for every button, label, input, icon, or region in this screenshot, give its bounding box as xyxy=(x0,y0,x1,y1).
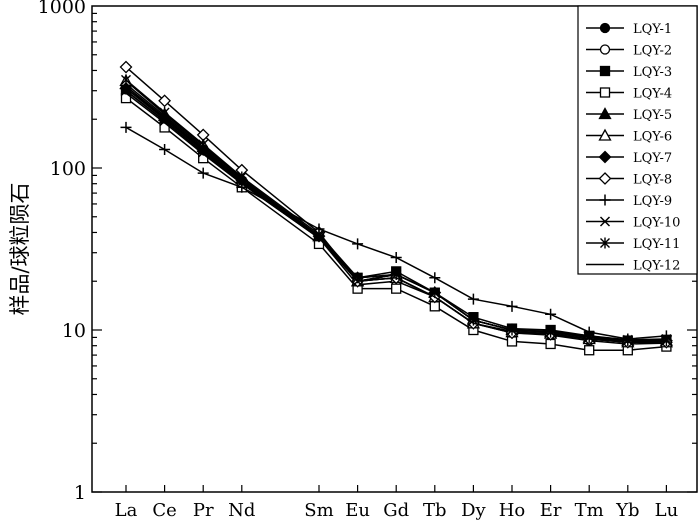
legend-entry: LQY-6 xyxy=(586,128,672,145)
data-point xyxy=(120,85,132,96)
data-point xyxy=(198,138,209,150)
data-point xyxy=(545,338,556,350)
x-tick-label-ce: Ce xyxy=(152,500,176,521)
data-point xyxy=(390,252,402,264)
legend-marker xyxy=(598,107,612,120)
y-tick-label: 10 xyxy=(62,320,86,342)
legend-label: LQY-9 xyxy=(633,194,672,209)
legend-marker xyxy=(599,22,611,34)
legend-entry: LQY-9 xyxy=(586,194,672,209)
legend-label: LQY-7 xyxy=(633,151,672,166)
legend-marker xyxy=(599,87,611,98)
data-point xyxy=(584,345,595,356)
legend-marker xyxy=(598,128,612,141)
x-tick-label-tb: Tb xyxy=(423,500,447,521)
x-tick-label-gd: Gd xyxy=(383,500,409,521)
series-line xyxy=(125,97,667,351)
legend-marker xyxy=(599,194,611,206)
series-line xyxy=(125,79,667,342)
legend-label: LQY-1 xyxy=(633,22,672,37)
legend-box xyxy=(577,5,698,275)
y-tick-label: 100 xyxy=(50,158,86,180)
legend-marker xyxy=(599,44,611,55)
x-tick-label-sm: Sm xyxy=(304,500,333,521)
legend-label: LQY-11 xyxy=(633,237,680,252)
data-point xyxy=(158,94,172,108)
series-layer xyxy=(119,60,673,356)
legend-entry: LQY-7 xyxy=(586,150,672,166)
legend-entry: LQY-3 xyxy=(586,65,672,80)
data-point xyxy=(507,324,517,336)
y-tick-label: 1000 xyxy=(38,0,86,18)
x-tick-label-eu: Eu xyxy=(345,500,370,521)
y-tick-label: 1 xyxy=(74,482,86,504)
legend-entry: LQY-8 xyxy=(586,172,672,188)
legend-label: LQY-4 xyxy=(633,87,672,102)
x-tick-label-la: La xyxy=(115,500,138,521)
x-tick-label-tm: Tm xyxy=(575,500,604,521)
legend-label: LQY-2 xyxy=(633,44,672,59)
legend: LQY-1 LQY-2 LQY-3 LQY-4 LQY-5 LQY-6 LQY-7 LQY-8… xyxy=(577,5,698,275)
x-tick-label-dy: Dy xyxy=(461,500,486,521)
data-point xyxy=(352,238,364,250)
legend-label: LQY-5 xyxy=(633,108,672,123)
legend-marker xyxy=(598,172,612,185)
x-tick-label-lu: Lu xyxy=(655,500,679,521)
x-axis: La Ce Pr Nd Sm Eu Gd Tb Dy Ho Er Tm Yb Lu xyxy=(115,485,679,521)
legend-entry: LQY-1 xyxy=(586,22,672,37)
legend-label: LQY-10 xyxy=(633,216,680,231)
x-tick-label-ho: Ho xyxy=(499,500,526,521)
data-point xyxy=(159,144,171,156)
data-point xyxy=(545,326,556,338)
data-point xyxy=(545,308,557,320)
x-tick-label-yb: Yb xyxy=(615,500,639,521)
series-line xyxy=(125,92,667,344)
legend-marker xyxy=(599,216,611,227)
legend-entry: LQY-10 xyxy=(586,216,680,231)
y-axis: 1 10 100 1000 xyxy=(38,0,697,504)
series-line xyxy=(125,87,667,345)
data-point xyxy=(467,293,479,305)
data-point xyxy=(622,335,633,347)
data-point xyxy=(120,121,132,133)
data-point xyxy=(506,300,518,312)
legend-label: LQY-6 xyxy=(633,130,672,145)
legend-label: LQY-8 xyxy=(633,173,672,188)
legend-entry: LQY-2 xyxy=(586,44,672,59)
legend-marker xyxy=(598,150,612,164)
series-lqy-11 xyxy=(121,74,672,347)
data-point xyxy=(236,171,247,183)
legend-entry: LQY-5 xyxy=(586,107,672,123)
data-point xyxy=(159,107,170,119)
series-line xyxy=(125,126,667,340)
legend-label: LQY-3 xyxy=(633,65,672,80)
series-lqy-4 xyxy=(120,92,672,356)
legend-label: LQY-12 xyxy=(633,259,680,274)
series-lqy-12 xyxy=(125,92,667,344)
data-point xyxy=(198,147,209,158)
data-point xyxy=(197,167,209,179)
data-point xyxy=(661,335,672,347)
data-point xyxy=(159,115,170,127)
x-tick-label-er: Er xyxy=(540,500,562,521)
y-axis-label: 样品/球粒陨石 xyxy=(8,182,32,315)
x-tick-label-pr: Pr xyxy=(193,500,214,521)
legend-entry: LQY-11 xyxy=(586,237,680,252)
legend-entry: LQY-4 xyxy=(586,87,672,102)
data-point xyxy=(429,272,441,284)
data-point xyxy=(391,283,402,294)
legend-marker xyxy=(600,237,610,249)
data-point xyxy=(119,60,133,74)
legend-entry: LQY-12 xyxy=(586,259,680,274)
data-point xyxy=(584,331,595,343)
x-tick-label-nd: Nd xyxy=(228,500,255,521)
legend-marker xyxy=(599,65,611,77)
data-point xyxy=(121,74,131,86)
